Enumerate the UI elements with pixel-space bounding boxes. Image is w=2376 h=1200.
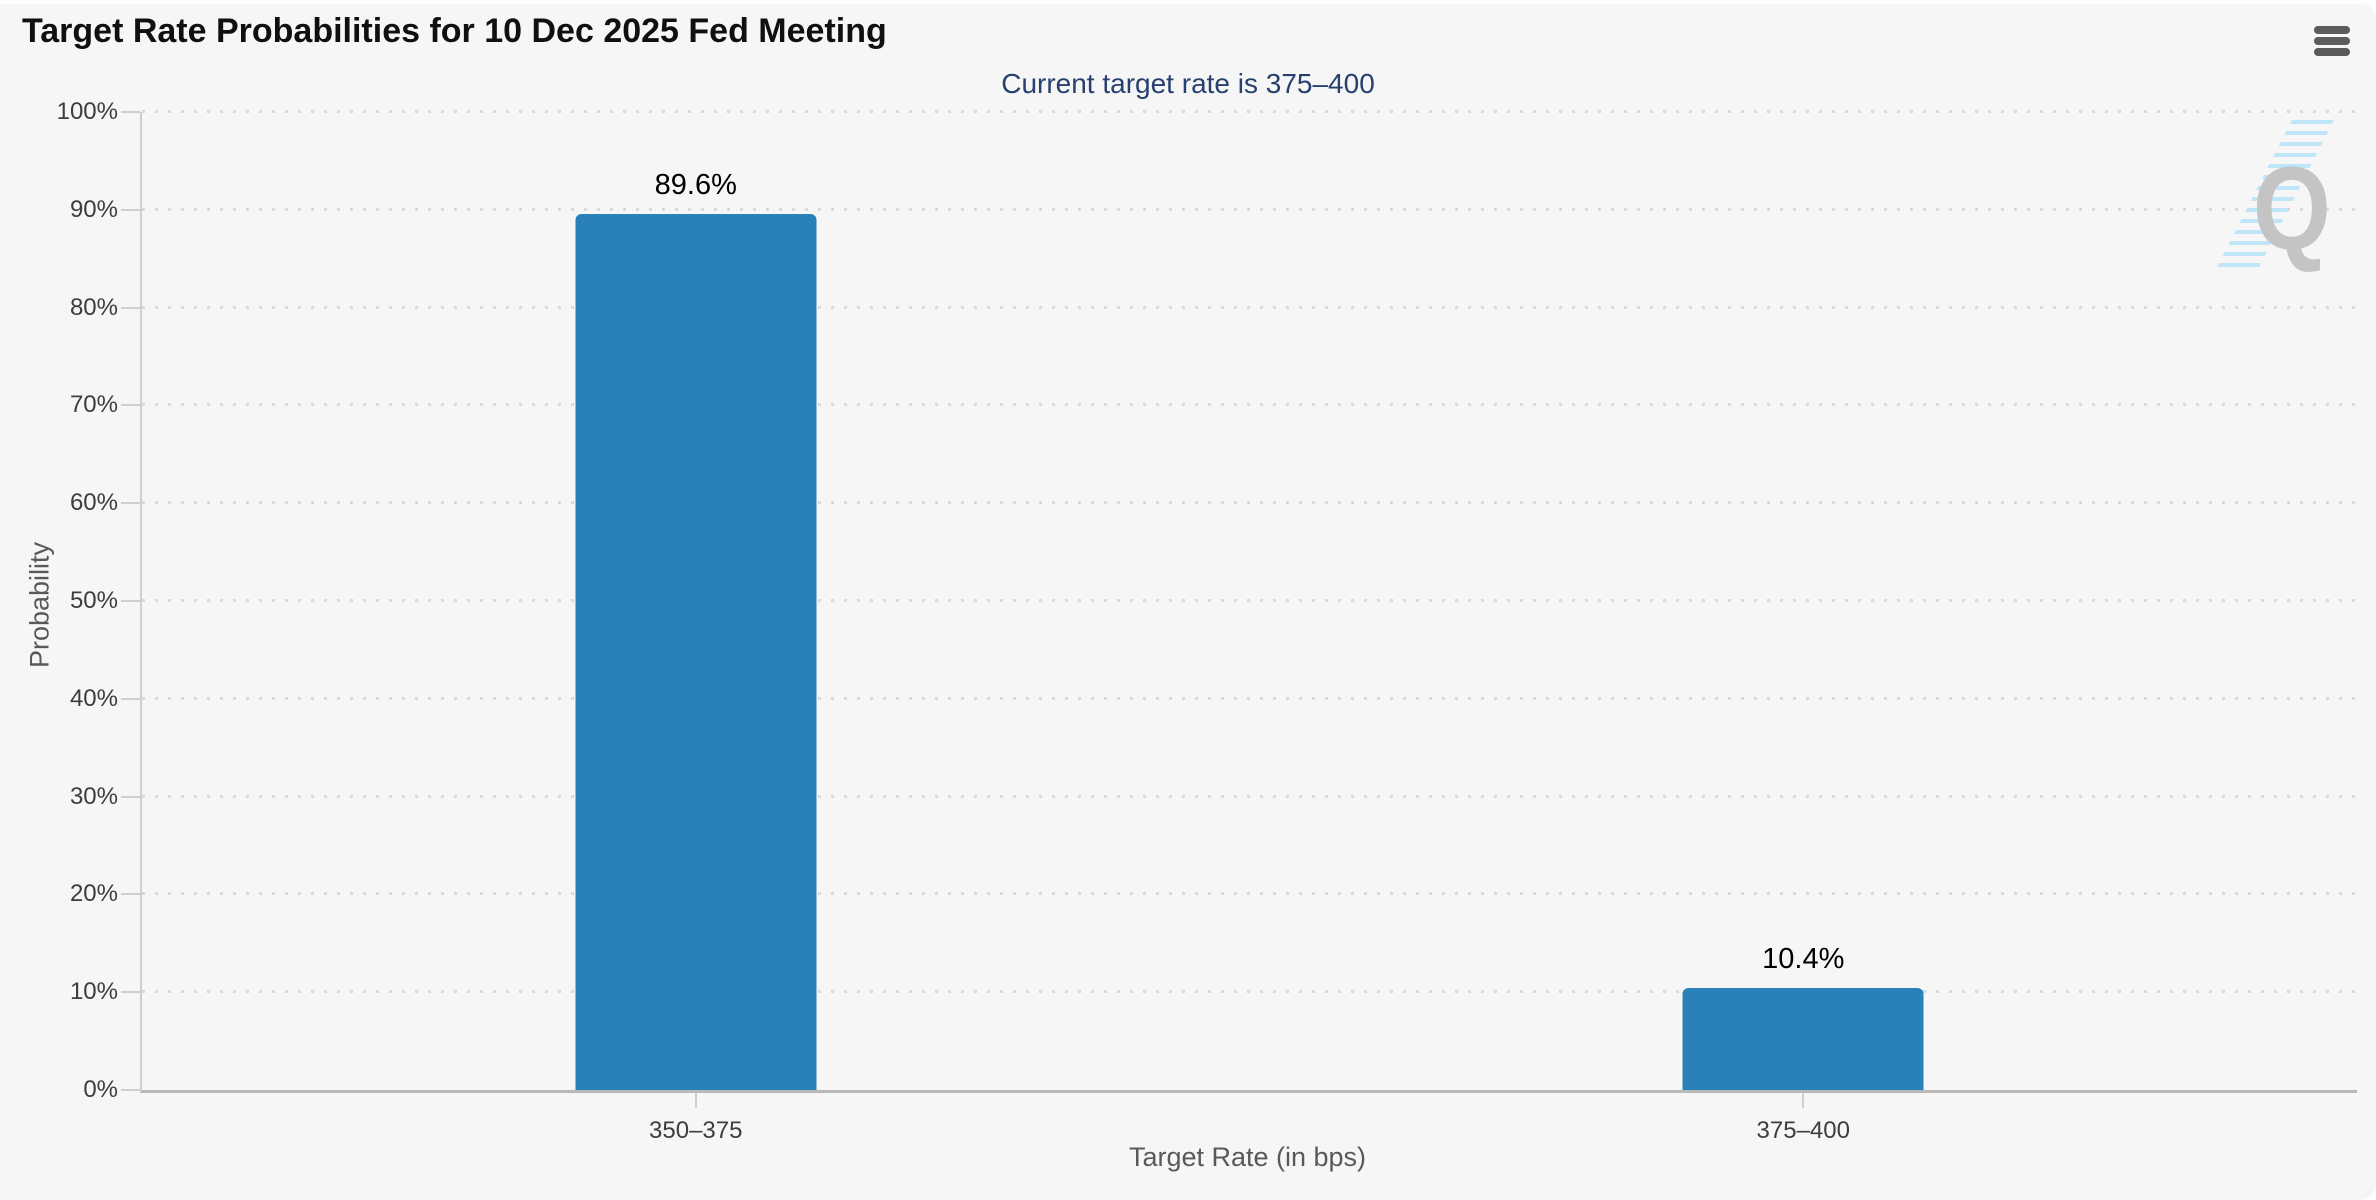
- y-tick-mark: [121, 600, 140, 602]
- gridline: [142, 794, 2357, 798]
- y-tick-label: 30%: [69, 782, 118, 810]
- y-tick-mark: [121, 502, 140, 505]
- bar-value-label: 89.6%: [654, 168, 737, 201]
- y-tick-mark: [121, 111, 140, 113]
- y-tick-mark: [121, 795, 140, 798]
- y-tick-mark: [121, 893, 140, 896]
- x-tick-mark: [1802, 1093, 1805, 1108]
- gridline: [142, 403, 2357, 407]
- y-tick-label: 80%: [69, 293, 118, 321]
- hamburger-icon: [2314, 26, 2350, 34]
- y-tick-label: 20%: [69, 880, 118, 908]
- gridline: [142, 892, 2357, 896]
- y-tick-label: 60%: [69, 489, 118, 517]
- gridline: [142, 990, 2357, 994]
- hamburger-icon: [2314, 48, 2350, 56]
- bar-slot: 10.4% 375–400: [1250, 112, 2358, 1144]
- gridline: [142, 501, 2357, 505]
- chart-context-menu-button[interactable]: [2314, 26, 2350, 56]
- gridline: [142, 305, 2357, 309]
- gridline: [142, 599, 2357, 602]
- y-tick-label: 50%: [69, 587, 118, 614]
- bar-value-label: 10.4%: [1762, 943, 1845, 976]
- y-tick-label: 70%: [69, 391, 118, 419]
- y-tick-label: 10%: [69, 978, 118, 1006]
- hamburger-icon: [2314, 37, 2350, 45]
- chart-subtitle: Current target rate is 375–400: [1001, 68, 1375, 99]
- y-tick-label: 90%: [69, 195, 118, 223]
- x-category-label: 375–400: [1756, 1117, 1850, 1144]
- gridline: [142, 207, 2357, 211]
- y-tick-mark: [121, 697, 140, 700]
- x-axis-title: Target Rate (in bps): [1128, 1142, 1367, 1172]
- x-category-label: 350–375: [649, 1117, 743, 1144]
- y-tick-mark: [121, 208, 140, 211]
- y-tick-mark: [121, 306, 140, 309]
- chart-title: Target Rate Probabilities for 10 Dec 202…: [22, 12, 887, 50]
- x-tick-mark: [694, 1093, 697, 1108]
- bar-slot: 89.6% 350–375: [142, 112, 1250, 1144]
- y-tick-label: 40%: [69, 684, 118, 712]
- y-tick-label: 100%: [56, 98, 118, 125]
- y-axis-title: Probability: [24, 541, 55, 669]
- probability-bar[interactable]: [1682, 988, 1924, 1090]
- y-tick-mark: [121, 404, 140, 407]
- y-tick-mark: [121, 1089, 140, 1091]
- y-tick-mark: [121, 991, 140, 994]
- probability-bar[interactable]: [575, 213, 817, 1090]
- gridline: [142, 110, 2357, 113]
- y-tick-label: 0%: [83, 1076, 118, 1103]
- plot-area: 0% 10% 20% 30% 40% 50% 60% 70% 80% 90% 100% 89.6% 35…: [57, 98, 2358, 1144]
- gridline: [142, 696, 2357, 700]
